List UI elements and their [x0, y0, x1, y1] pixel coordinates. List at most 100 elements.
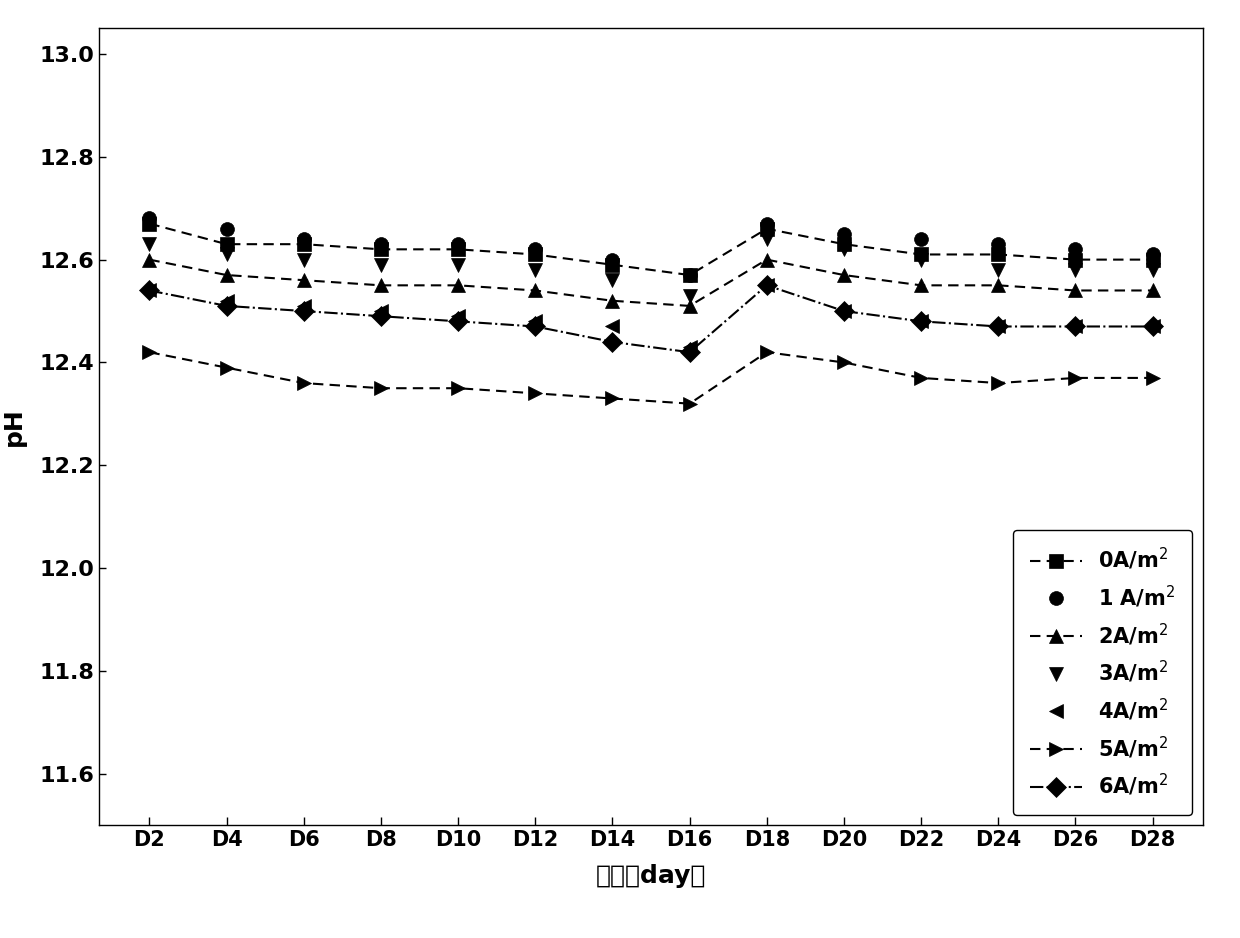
6A/m$^2$ — [605, 337, 620, 348]
5A/m$^2$ — [373, 383, 388, 394]
0A/m$^2$ — [296, 238, 311, 250]
6A/m$^2$ — [1068, 321, 1083, 332]
3A/m$^2$ — [759, 234, 774, 245]
0A/m$^2$ — [837, 238, 852, 250]
2A/m$^2$ — [1146, 285, 1161, 296]
4A/m$^2$ — [219, 295, 234, 307]
6A/m$^2$ — [837, 306, 852, 317]
0A/m$^2$ — [759, 223, 774, 234]
Line: 0A/m$^2$: 0A/m$^2$ — [143, 217, 1159, 282]
2A/m$^2$ — [528, 285, 543, 296]
5A/m$^2$ — [914, 372, 929, 384]
5A/m$^2$ — [605, 393, 620, 404]
1 A/m$^2$ — [837, 228, 852, 239]
2A/m$^2$ — [605, 295, 620, 307]
6A/m$^2$ — [991, 321, 1006, 332]
5A/m$^2$ — [528, 387, 543, 399]
4A/m$^2$ — [914, 316, 929, 327]
X-axis label: 天数（day）: 天数（day） — [595, 864, 707, 888]
6A/m$^2$ — [219, 300, 234, 311]
Line: 5A/m$^2$: 5A/m$^2$ — [143, 345, 1159, 411]
3A/m$^2$ — [219, 249, 234, 260]
1 A/m$^2$ — [141, 213, 156, 224]
4A/m$^2$ — [1068, 321, 1083, 332]
2A/m$^2$ — [450, 280, 465, 291]
0A/m$^2$ — [1146, 254, 1161, 265]
5A/m$^2$ — [837, 356, 852, 368]
2A/m$^2$ — [991, 280, 1006, 291]
2A/m$^2$ — [914, 280, 929, 291]
6A/m$^2$ — [682, 346, 697, 357]
4A/m$^2$ — [450, 310, 465, 322]
2A/m$^2$ — [219, 269, 234, 280]
3A/m$^2$ — [1068, 265, 1083, 276]
3A/m$^2$ — [682, 290, 697, 301]
4A/m$^2$ — [991, 321, 1006, 332]
3A/m$^2$ — [373, 259, 388, 270]
1 A/m$^2$ — [373, 238, 388, 250]
0A/m$^2$ — [373, 244, 388, 255]
0A/m$^2$ — [219, 238, 234, 250]
6A/m$^2$ — [450, 316, 465, 327]
Line: 3A/m$^2$: 3A/m$^2$ — [143, 232, 1159, 303]
2A/m$^2$ — [373, 280, 388, 291]
5A/m$^2$ — [759, 346, 774, 357]
6A/m$^2$ — [373, 310, 388, 322]
Line: 2A/m$^2$: 2A/m$^2$ — [143, 252, 1159, 313]
2A/m$^2$ — [837, 269, 852, 280]
Line: 4A/m$^2$: 4A/m$^2$ — [143, 279, 1159, 354]
3A/m$^2$ — [528, 265, 543, 276]
2A/m$^2$ — [682, 300, 697, 311]
0A/m$^2$ — [528, 249, 543, 260]
6A/m$^2$ — [914, 316, 929, 327]
3A/m$^2$ — [991, 265, 1006, 276]
6A/m$^2$ — [759, 280, 774, 291]
3A/m$^2$ — [450, 259, 465, 270]
4A/m$^2$ — [682, 341, 697, 353]
5A/m$^2$ — [991, 377, 1006, 388]
1 A/m$^2$ — [605, 254, 620, 265]
6A/m$^2$ — [296, 306, 311, 317]
1 A/m$^2$ — [682, 269, 697, 280]
Line: 6A/m$^2$: 6A/m$^2$ — [143, 279, 1159, 359]
4A/m$^2$ — [1146, 321, 1161, 332]
Line: 1 A/m$^2$: 1 A/m$^2$ — [143, 211, 1159, 282]
1 A/m$^2$ — [296, 234, 311, 245]
5A/m$^2$ — [1068, 372, 1083, 384]
4A/m$^2$ — [837, 306, 852, 317]
4A/m$^2$ — [759, 280, 774, 291]
3A/m$^2$ — [296, 254, 311, 265]
3A/m$^2$ — [605, 275, 620, 286]
3A/m$^2$ — [1146, 265, 1161, 276]
5A/m$^2$ — [450, 383, 465, 394]
2A/m$^2$ — [141, 254, 156, 265]
0A/m$^2$ — [605, 259, 620, 270]
0A/m$^2$ — [991, 249, 1006, 260]
4A/m$^2$ — [141, 285, 156, 296]
5A/m$^2$ — [682, 398, 697, 409]
0A/m$^2$ — [141, 218, 156, 229]
2A/m$^2$ — [296, 275, 311, 286]
5A/m$^2$ — [1146, 372, 1161, 384]
0A/m$^2$ — [914, 249, 929, 260]
0A/m$^2$ — [1068, 254, 1083, 265]
1 A/m$^2$ — [528, 244, 543, 255]
3A/m$^2$ — [837, 244, 852, 255]
6A/m$^2$ — [141, 285, 156, 296]
6A/m$^2$ — [1146, 321, 1161, 332]
1 A/m$^2$ — [450, 238, 465, 250]
0A/m$^2$ — [682, 269, 697, 280]
3A/m$^2$ — [141, 238, 156, 250]
1 A/m$^2$ — [991, 238, 1006, 250]
4A/m$^2$ — [528, 316, 543, 327]
2A/m$^2$ — [759, 254, 774, 265]
2A/m$^2$ — [1068, 285, 1083, 296]
5A/m$^2$ — [219, 362, 234, 373]
5A/m$^2$ — [296, 377, 311, 388]
4A/m$^2$ — [373, 306, 388, 317]
0A/m$^2$ — [450, 244, 465, 255]
1 A/m$^2$ — [759, 218, 774, 229]
5A/m$^2$ — [141, 346, 156, 357]
4A/m$^2$ — [605, 321, 620, 332]
3A/m$^2$ — [914, 254, 929, 265]
